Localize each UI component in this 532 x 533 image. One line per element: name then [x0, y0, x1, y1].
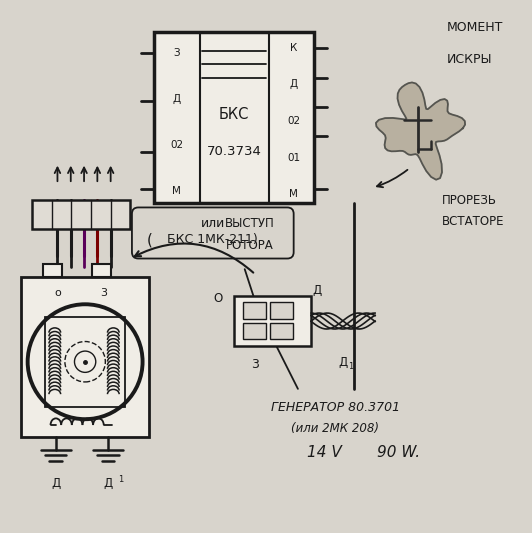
Text: М: М: [172, 185, 181, 196]
Text: 02: 02: [170, 140, 183, 150]
Polygon shape: [376, 83, 465, 180]
Text: 1: 1: [348, 362, 354, 371]
Bar: [270, 322, 294, 338]
Text: З: З: [173, 48, 180, 58]
Text: ИСКРЫ: ИСКРЫ: [447, 53, 493, 66]
Bar: [154, 33, 314, 203]
Bar: [21, 277, 149, 437]
Text: 3: 3: [252, 358, 259, 372]
Text: (или 2МК 208): (или 2МК 208): [291, 422, 379, 435]
Text: К: К: [290, 43, 297, 53]
Text: 02: 02: [287, 116, 300, 126]
Text: Д: Д: [172, 94, 181, 104]
Text: 14 V: 14 V: [307, 445, 342, 460]
Text: 3: 3: [100, 288, 107, 298]
Text: Д: Д: [338, 356, 348, 369]
Bar: [243, 302, 267, 319]
Text: БКС 1МК-211): БКС 1МК-211): [168, 233, 258, 246]
Bar: [92, 264, 111, 277]
Text: ВСТАТОРЕ: ВСТАТОРЕ: [442, 215, 504, 228]
Bar: [45, 317, 125, 408]
Text: РОТОРА: РОТОРА: [226, 239, 274, 252]
Text: 90 W.: 90 W.: [377, 445, 421, 460]
Text: Д: Д: [312, 284, 321, 297]
Bar: [43, 264, 62, 277]
Text: ПРОРЕЗЬ: ПРОРЕЗЬ: [442, 193, 496, 206]
Text: 01: 01: [287, 152, 300, 163]
Text: (: (: [147, 232, 153, 247]
Text: Д: Д: [51, 477, 60, 490]
Bar: [270, 302, 294, 319]
Text: Д: Д: [104, 477, 113, 490]
Text: М: М: [289, 189, 298, 199]
Text: Д: Д: [289, 79, 298, 90]
Text: 1: 1: [118, 475, 123, 484]
Bar: [243, 322, 267, 338]
Text: 70.3734: 70.3734: [206, 145, 262, 158]
FancyBboxPatch shape: [132, 207, 294, 259]
Text: БКС: БКС: [219, 107, 250, 122]
Text: О: О: [213, 292, 223, 305]
Bar: [32, 200, 130, 229]
Text: ВЫСТУП: ВЫСТУП: [225, 217, 275, 230]
Text: или: или: [201, 217, 225, 230]
Text: о: о: [54, 288, 61, 298]
Text: МОМЕНТ: МОМЕНТ: [447, 21, 503, 34]
Text: ГЕНЕРАТОР 80.3701: ГЕНЕРАТОР 80.3701: [271, 401, 400, 414]
Bar: [234, 296, 311, 346]
